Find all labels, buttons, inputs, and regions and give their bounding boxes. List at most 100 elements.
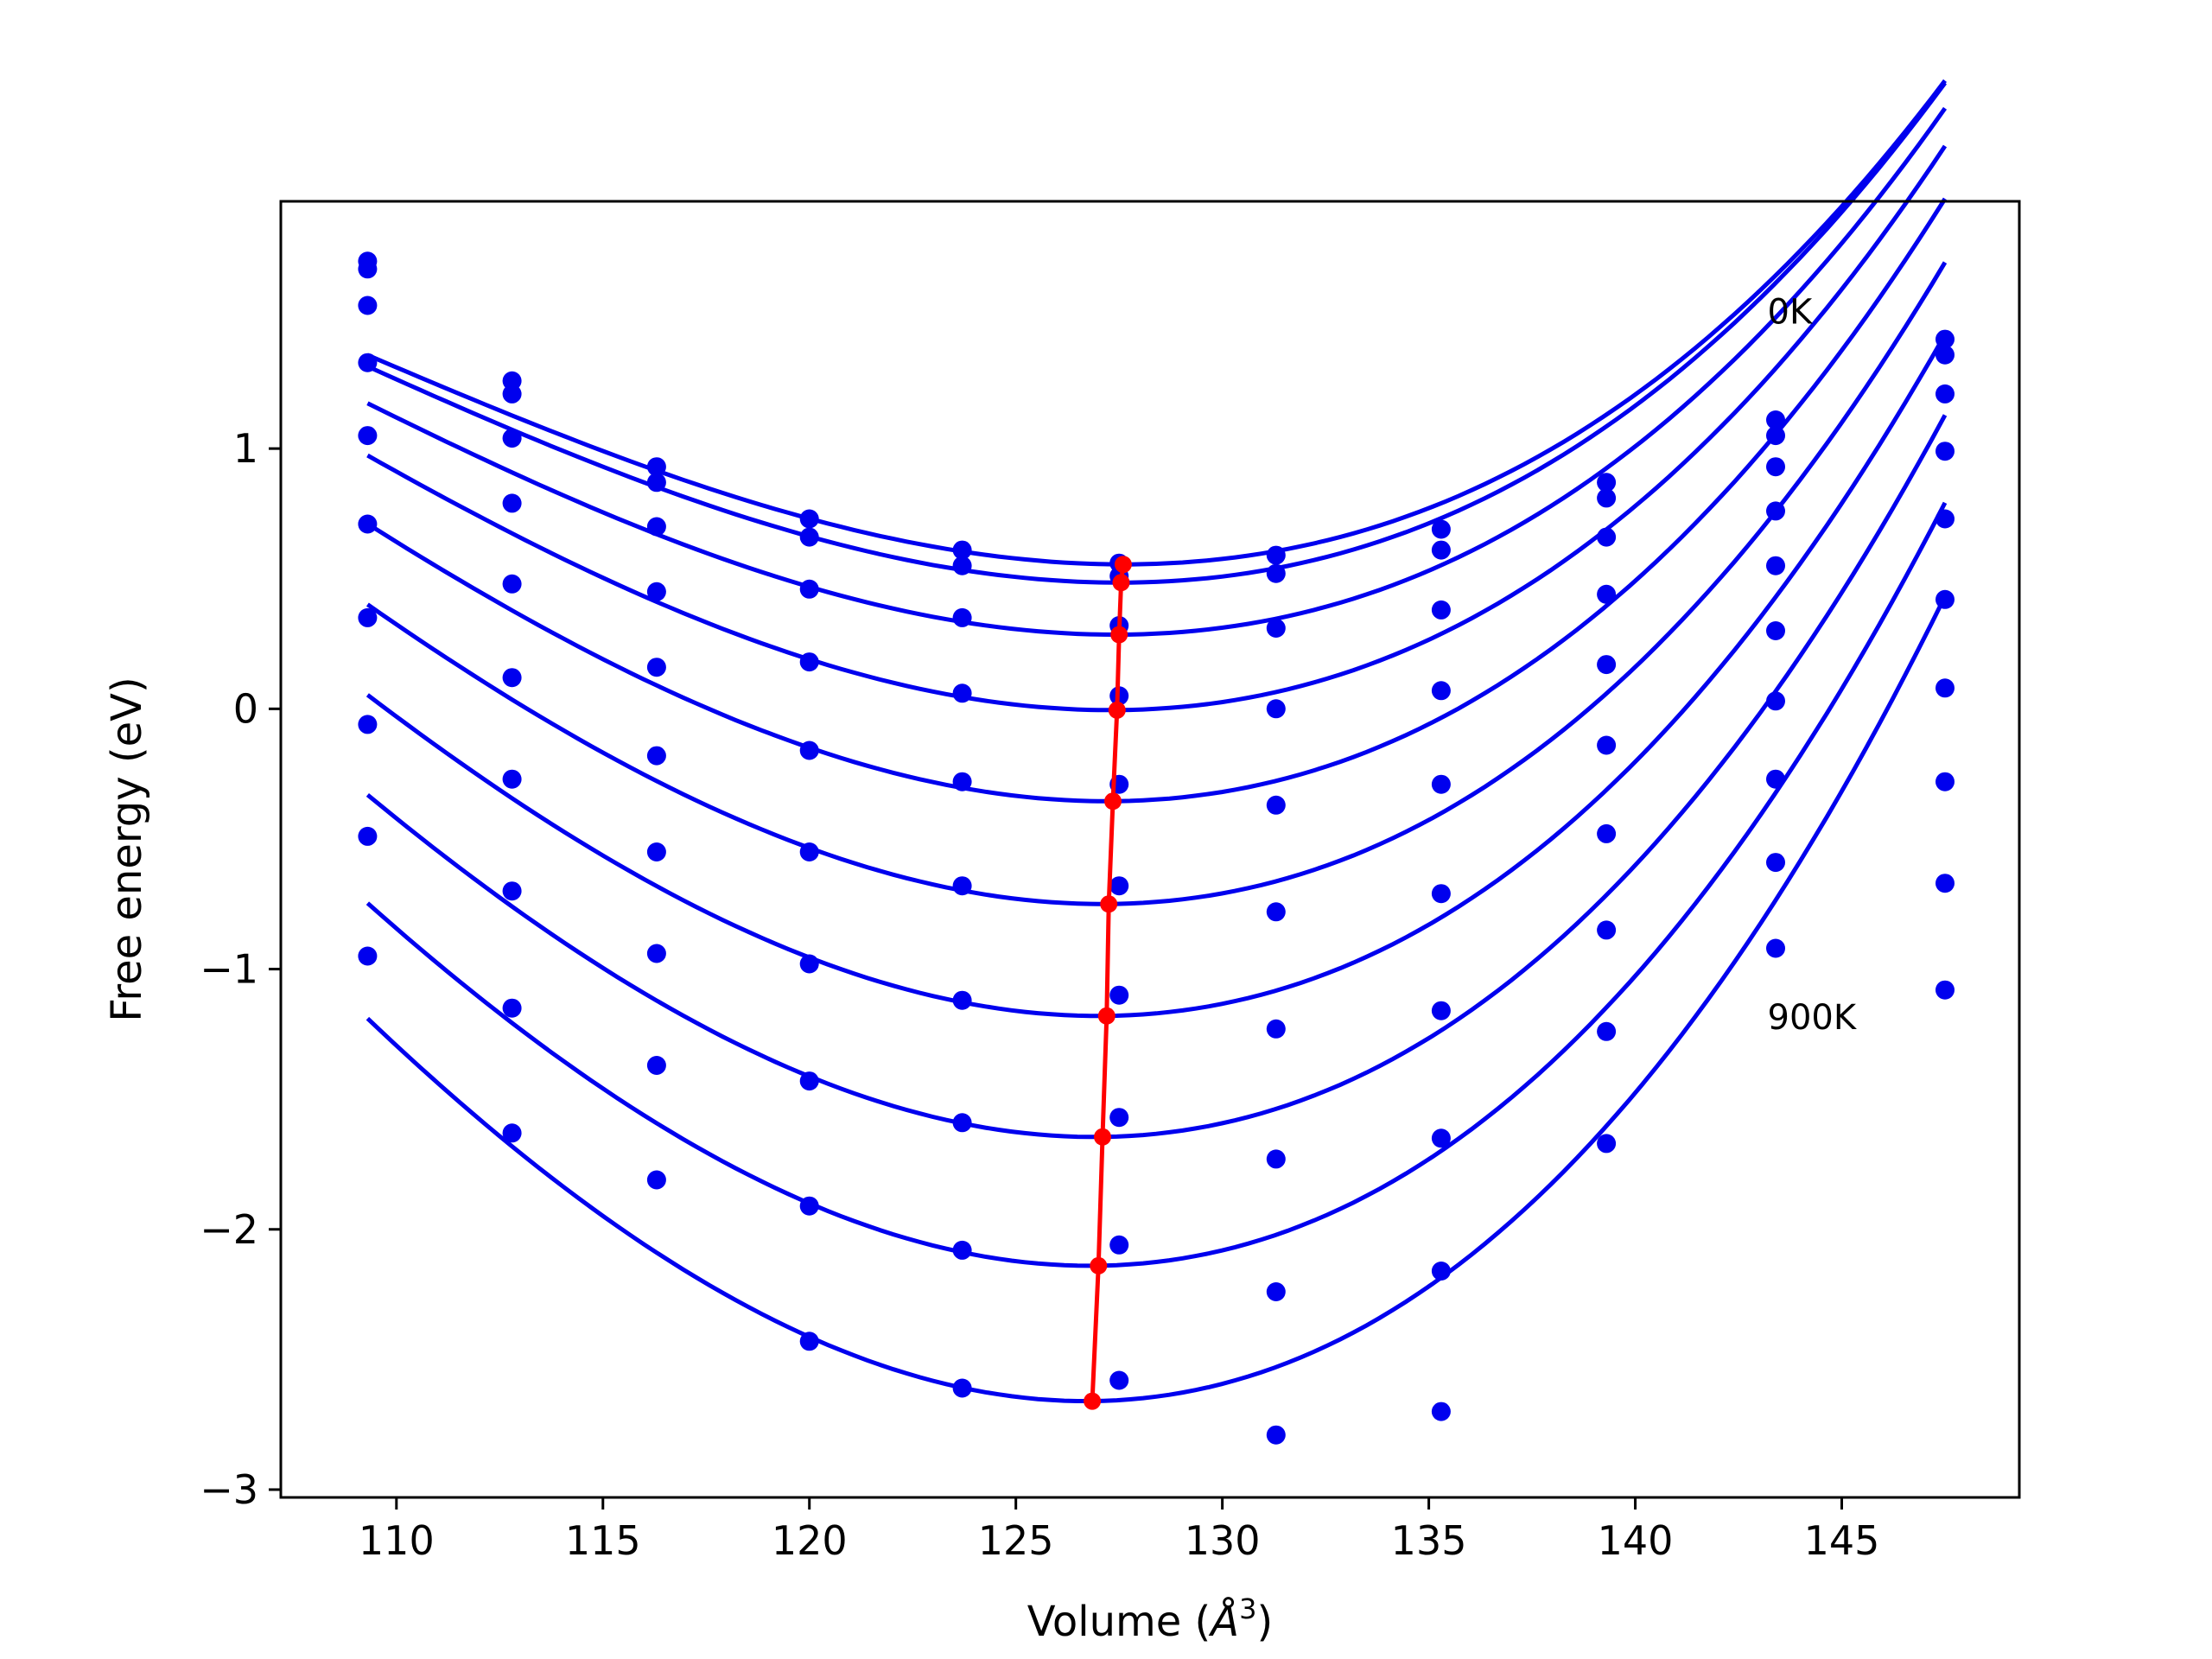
data-point-2-3 [799, 579, 819, 599]
x-tick-label-6: 140 [1598, 1517, 1674, 1564]
x-tick-label-2: 120 [772, 1517, 848, 1564]
data-point-4-6 [1266, 795, 1286, 815]
data-point-2-1 [502, 429, 522, 448]
data-point-2-7 [1431, 600, 1451, 620]
fit-curve-1 [366, 81, 1948, 585]
data-point-4-3 [799, 741, 819, 760]
data-point-5-3 [799, 842, 819, 861]
annotations: 0K 900K [1768, 293, 1858, 1038]
data-point-5-6 [1266, 902, 1286, 922]
data-point-9-10 [1936, 980, 1955, 1000]
data-point-3-3 [799, 652, 819, 672]
data-point-0-7 [1431, 519, 1451, 539]
data-point-4-8 [1597, 655, 1617, 675]
data-point-1-6 [1266, 563, 1286, 583]
data-point-2-4 [952, 607, 972, 627]
y-tick-label-3: 0 [233, 685, 258, 732]
equilibrium-point-6 [1108, 701, 1126, 719]
data-point-2-9 [1766, 457, 1785, 477]
x-tick-label-3: 125 [978, 1517, 1054, 1564]
data-point-8-1 [502, 998, 522, 1018]
data-point-8-0 [358, 826, 378, 846]
equilibrium-line-path [1090, 563, 1126, 1402]
equilibrium-point-7 [1110, 626, 1128, 644]
data-point-1-1 [502, 384, 522, 404]
data-point-1-0 [358, 259, 378, 279]
data-point-0-3 [799, 509, 819, 529]
data-point-6-5 [1109, 985, 1129, 1005]
data-point-9-5 [1109, 1370, 1129, 1390]
data-point-3-2 [646, 582, 666, 601]
y-tick-label-0: −3 [200, 1466, 258, 1513]
y-tick-label-4: 1 [233, 425, 258, 472]
data-point-5-10 [1936, 589, 1955, 609]
fit-curve-6 [365, 333, 1948, 1019]
plot-frame [279, 200, 2021, 1499]
data-point-5-4 [952, 876, 972, 896]
equilibrium-point-8 [1112, 574, 1130, 592]
data-point-4-9 [1766, 556, 1785, 575]
data-point-7-3 [799, 1071, 819, 1091]
data-point-4-4 [952, 772, 972, 791]
data-point-9-6 [1266, 1425, 1286, 1445]
fit-curves [365, 79, 1948, 1403]
data-point-4-2 [646, 658, 666, 677]
data-point-9-2 [646, 1170, 666, 1190]
data-point-0-8 [1597, 473, 1617, 493]
equilibrium-point-2 [1094, 1128, 1111, 1146]
equilibrium-point-3 [1097, 1007, 1116, 1025]
equilibrium-point-9 [1114, 556, 1132, 574]
data-point-5-0 [358, 514, 378, 534]
data-point-6-1 [502, 769, 522, 789]
annotation-1: 900K [1768, 998, 1858, 1038]
data-point-8-7 [1431, 1262, 1451, 1281]
data-point-7-7 [1431, 1128, 1451, 1148]
data-point-3-9 [1766, 501, 1785, 521]
data-point-1-3 [799, 527, 819, 547]
data-point-3-8 [1597, 584, 1617, 604]
data-point-5-7 [1431, 884, 1451, 904]
data-point-0-9 [1766, 410, 1785, 429]
data-point-9-8 [1597, 1134, 1617, 1154]
x-axis: 110 115 120 125 130 135 140 145 [359, 1497, 1879, 1564]
fit-curve-8 [365, 501, 1948, 1268]
data-point-3-0 [358, 353, 378, 372]
data-point-7-10 [1936, 772, 1955, 791]
data-point-0-10 [1936, 329, 1955, 349]
data-point-3-6 [1266, 699, 1286, 719]
y-tick-label-2: −1 [200, 946, 258, 993]
data-point-6-2 [646, 842, 666, 861]
data-point-7-2 [646, 944, 666, 963]
data-point-3-4 [952, 683, 972, 703]
y-axis: −3 −2 −1 0 1 [200, 425, 281, 1513]
data-point-4-7 [1431, 774, 1451, 794]
data-point-2-8 [1597, 527, 1617, 547]
y-axis-label: Free energy (eV) [103, 677, 151, 1021]
data-point-0-6 [1266, 545, 1286, 565]
data-point-8-4 [952, 1240, 972, 1260]
x-axis-label: Volume (Å3) [1027, 1592, 1273, 1646]
data-point-5-9 [1766, 621, 1785, 640]
data-point-3-10 [1936, 442, 1955, 461]
data-point-1-9 [1766, 426, 1785, 446]
x-axis-label-symbol: Å [1208, 1597, 1239, 1646]
equilibrium-point-5 [1104, 792, 1122, 810]
x-axis-label-close: ) [1256, 1598, 1273, 1646]
data-point-6-10 [1936, 678, 1955, 698]
data-point-8-10 [1936, 874, 1955, 893]
data-point-9-4 [952, 1378, 972, 1398]
equilibrium-point-0 [1084, 1392, 1102, 1410]
data-point-9-3 [799, 1332, 819, 1351]
data-point-9-9 [1766, 938, 1785, 958]
data-point-8-8 [1597, 1021, 1617, 1041]
data-point-8-2 [646, 1056, 666, 1075]
data-point-7-5 [1109, 1108, 1129, 1128]
data-point-6-7 [1431, 1001, 1451, 1020]
data-point-7-1 [502, 881, 522, 901]
data-point-1-10 [1936, 345, 1955, 365]
data-point-0-1 [502, 371, 522, 391]
data-point-2-2 [646, 517, 666, 537]
data-point-6-4 [952, 990, 972, 1010]
fit-curve-5 [365, 261, 1948, 906]
